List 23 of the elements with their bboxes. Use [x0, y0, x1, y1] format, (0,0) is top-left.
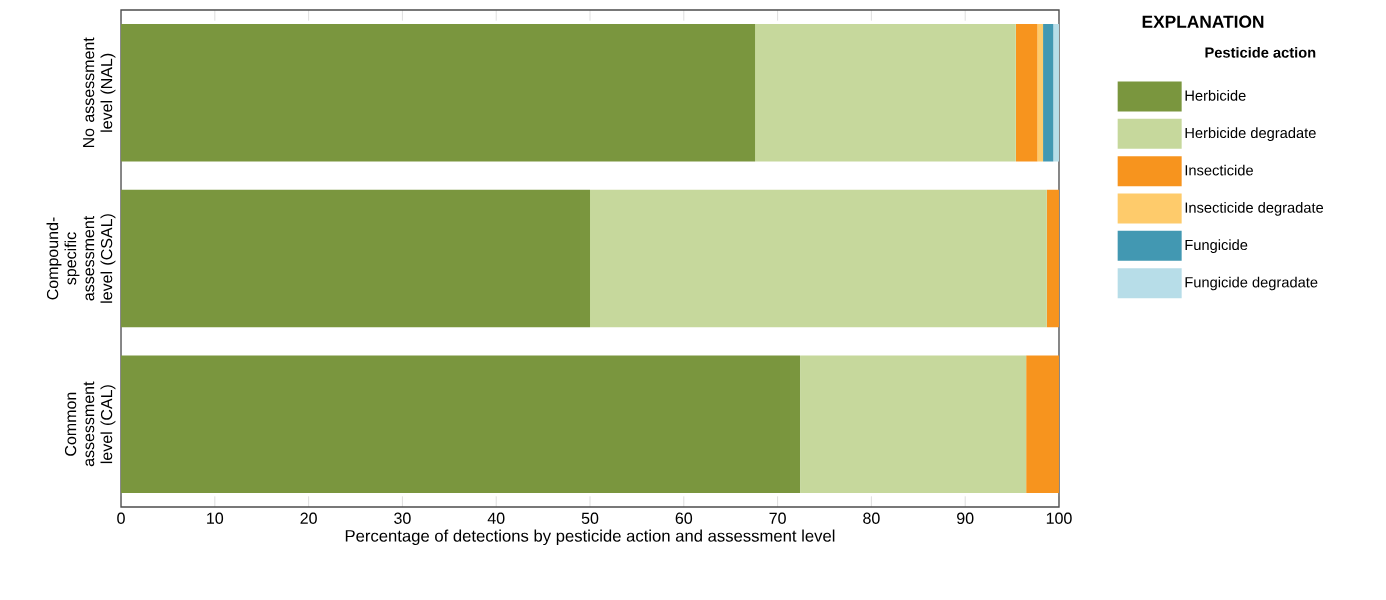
x-tick-label: 10 [207, 512, 224, 524]
legend-label: Fungicide [1185, 239, 1248, 253]
y-tick-label: Compound-specific assessment level (CSAL) [46, 214, 116, 303]
x-axis-title: Percentage of detections by pesticide action and assessment level [345, 529, 835, 546]
legend-label: Fungicide degradate [1185, 276, 1318, 291]
legend-label: Insecticide [1185, 164, 1253, 176]
legend-title: Pesticide action [1205, 46, 1316, 58]
legend-label: Insecticide degradate [1185, 202, 1324, 216]
x-tick-label: 30 [394, 512, 411, 524]
x-tick-label: 0 [117, 512, 125, 524]
legend-label: Herbicide degradate [1185, 127, 1316, 142]
x-tick-label: 90 [957, 512, 974, 524]
legend-label: Herbicide [1185, 90, 1246, 101]
y-tick-label: No assessment level (NAL) [83, 37, 116, 148]
x-tick-label: 70 [769, 512, 786, 524]
y-tick-label: Common assessment level (CAL) [64, 381, 116, 467]
x-tick-label: 20 [300, 512, 317, 524]
text: EXPLANATION [1142, 15, 1264, 28]
x-tick-label: 60 [675, 512, 693, 524]
x-tick-label: 40 [487, 512, 505, 524]
x-tick-label: 100 [1046, 512, 1072, 524]
x-tick-label: 50 [581, 512, 599, 524]
x-tick-label: 80 [863, 512, 880, 524]
